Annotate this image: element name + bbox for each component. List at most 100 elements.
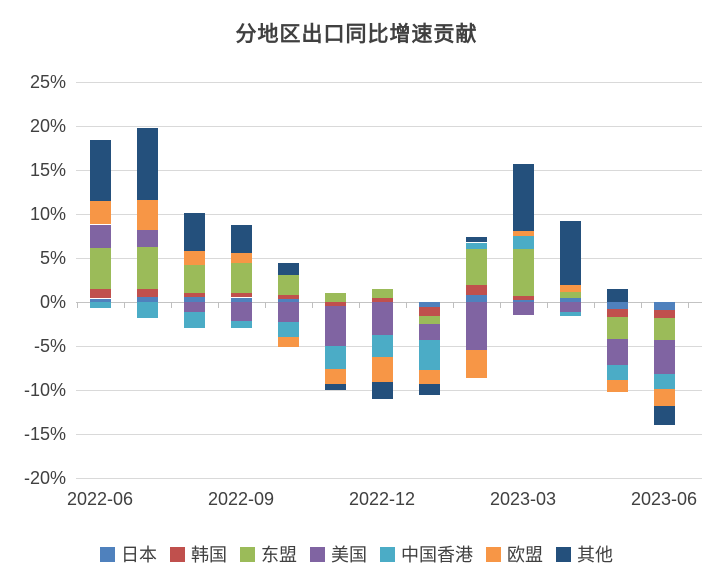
bar-segment-other <box>89 139 111 201</box>
y-gridline <box>76 257 702 259</box>
bar-segment-eu <box>606 380 628 392</box>
bar-segment-hongkong <box>418 339 440 370</box>
x-axis-tick <box>546 302 548 308</box>
x-axis-tick <box>405 302 407 308</box>
legend-swatch-eu <box>486 546 501 562</box>
x-axis-tick <box>264 302 266 308</box>
bar-segment-hongkong <box>653 374 675 390</box>
bar-segment-asean <box>183 265 205 294</box>
bar-segment-korea <box>512 295 534 301</box>
bar-segment-japan <box>183 296 205 302</box>
legend-swatch-korea <box>170 546 185 562</box>
x-axis-tick <box>452 302 454 308</box>
bar-segment-korea <box>653 310 675 319</box>
bar-segment-eu <box>653 389 675 406</box>
bar-segment-japan <box>136 296 158 302</box>
bar-segment-other <box>136 128 158 200</box>
legend-label-other: 其他 <box>577 545 613 565</box>
bar-segment-usa <box>89 224 111 249</box>
x-axis-tick <box>170 302 172 308</box>
bar-segment-other <box>230 224 252 253</box>
x-axis-tick <box>358 302 360 308</box>
bar-segment-usa <box>606 339 628 365</box>
x-axis-tick-label: 2022-09 <box>207 489 275 509</box>
bar-segment-usa <box>653 339 675 375</box>
bar-segment-asean <box>418 315 440 325</box>
bar-segment-other <box>324 383 346 391</box>
bar-segment-usa <box>324 306 346 346</box>
y-axis-tick-label: -5% <box>33 336 66 357</box>
bar-segment-eu <box>230 252 252 263</box>
x-axis-tick <box>217 302 219 308</box>
x-axis-tick-label: 2022-06 <box>66 489 134 509</box>
x-axis-tick-label: 2023-03 <box>489 489 557 509</box>
bar-segment-hongkong <box>183 312 205 328</box>
legend-label-asean: 东盟 <box>261 545 297 565</box>
bar-segment-usa <box>559 302 581 312</box>
x-axis-tick <box>76 302 78 308</box>
bar-segment-usa <box>183 302 205 313</box>
bar-segment-korea <box>418 307 440 316</box>
bar-segment-korea <box>89 288 111 299</box>
bar-segment-japan <box>230 297 252 302</box>
bar-segment-japan <box>465 295 487 302</box>
y-axis-tick-label: 25% <box>29 71 66 92</box>
bar-segment-other <box>418 384 440 396</box>
legend-label-japan: 日本 <box>121 545 157 565</box>
x-axis-tick <box>311 302 313 308</box>
bar-segment-japan <box>89 298 111 302</box>
bar-segment-eu <box>465 350 487 378</box>
bar-segment-eu <box>559 285 581 292</box>
x-axis-tick <box>640 302 642 308</box>
bar-segment-hongkong <box>465 242 487 249</box>
bar-segment-asean <box>230 262 252 293</box>
x-axis-tick <box>687 302 689 308</box>
bar-segment-hongkong <box>277 322 299 338</box>
legend-item-hongkong: 中国香港 <box>380 541 473 567</box>
legend-label-hongkong: 中国香港 <box>401 545 473 565</box>
bar-segment-asean <box>559 291 581 298</box>
chart-title: 分地区出口同比增速贡献 <box>235 23 478 46</box>
bar-segment-eu <box>324 369 346 384</box>
bar-segment-asean <box>371 289 393 298</box>
bar-segment-asean <box>465 248 487 285</box>
bar-segment-korea <box>136 288 158 297</box>
legend-item-eu: 欧盟 <box>486 541 543 567</box>
bar-segment-eu <box>136 199 158 230</box>
bar-segment-usa <box>277 302 299 323</box>
y-gridline <box>76 169 702 171</box>
legend-label-eu: 欧盟 <box>507 545 543 565</box>
x-axis-tick-label: 2022-12 <box>348 489 416 509</box>
bar-segment-hongkong <box>230 320 252 329</box>
bar-segment-other <box>512 163 534 231</box>
bar-segment-hongkong <box>371 334 393 357</box>
bar-segment-usa <box>230 302 252 321</box>
bar-segment-korea <box>324 302 346 307</box>
bar-segment-other <box>606 289 628 302</box>
bar-segment-korea <box>371 298 393 302</box>
x-axis-tick <box>593 302 595 308</box>
bar-segment-other <box>653 406 675 425</box>
bar-segment-other <box>371 382 393 399</box>
y-axis-tick-label: 0% <box>39 292 66 312</box>
legend-label-usa: 美国 <box>331 545 367 565</box>
bar-segment-eu <box>277 337 299 347</box>
y-axis-tick-label: -15% <box>23 424 66 445</box>
bar-segment-japan <box>559 297 581 302</box>
y-gridline <box>76 213 702 215</box>
bar-segment-eu <box>183 250 205 265</box>
bar-segment-hongkong <box>512 236 534 250</box>
bar-segment-korea <box>183 293 205 297</box>
legend-label-korea: 韩国 <box>191 545 227 565</box>
bar-segment-other <box>277 262 299 276</box>
bar-segment-asean <box>512 249 534 296</box>
y-axis-tick-label: 10% <box>29 203 66 224</box>
y-axis-tick-label: 20% <box>29 115 66 136</box>
bar-segment-hongkong <box>559 311 581 317</box>
bar-segment-asean <box>606 317 628 340</box>
bar-segment-korea <box>606 308 628 317</box>
bar-segment-usa <box>136 229 158 248</box>
bar-segment-other <box>559 220 581 286</box>
bar-segment-usa <box>418 324 440 340</box>
y-axis-tick-label: 5% <box>39 247 66 268</box>
